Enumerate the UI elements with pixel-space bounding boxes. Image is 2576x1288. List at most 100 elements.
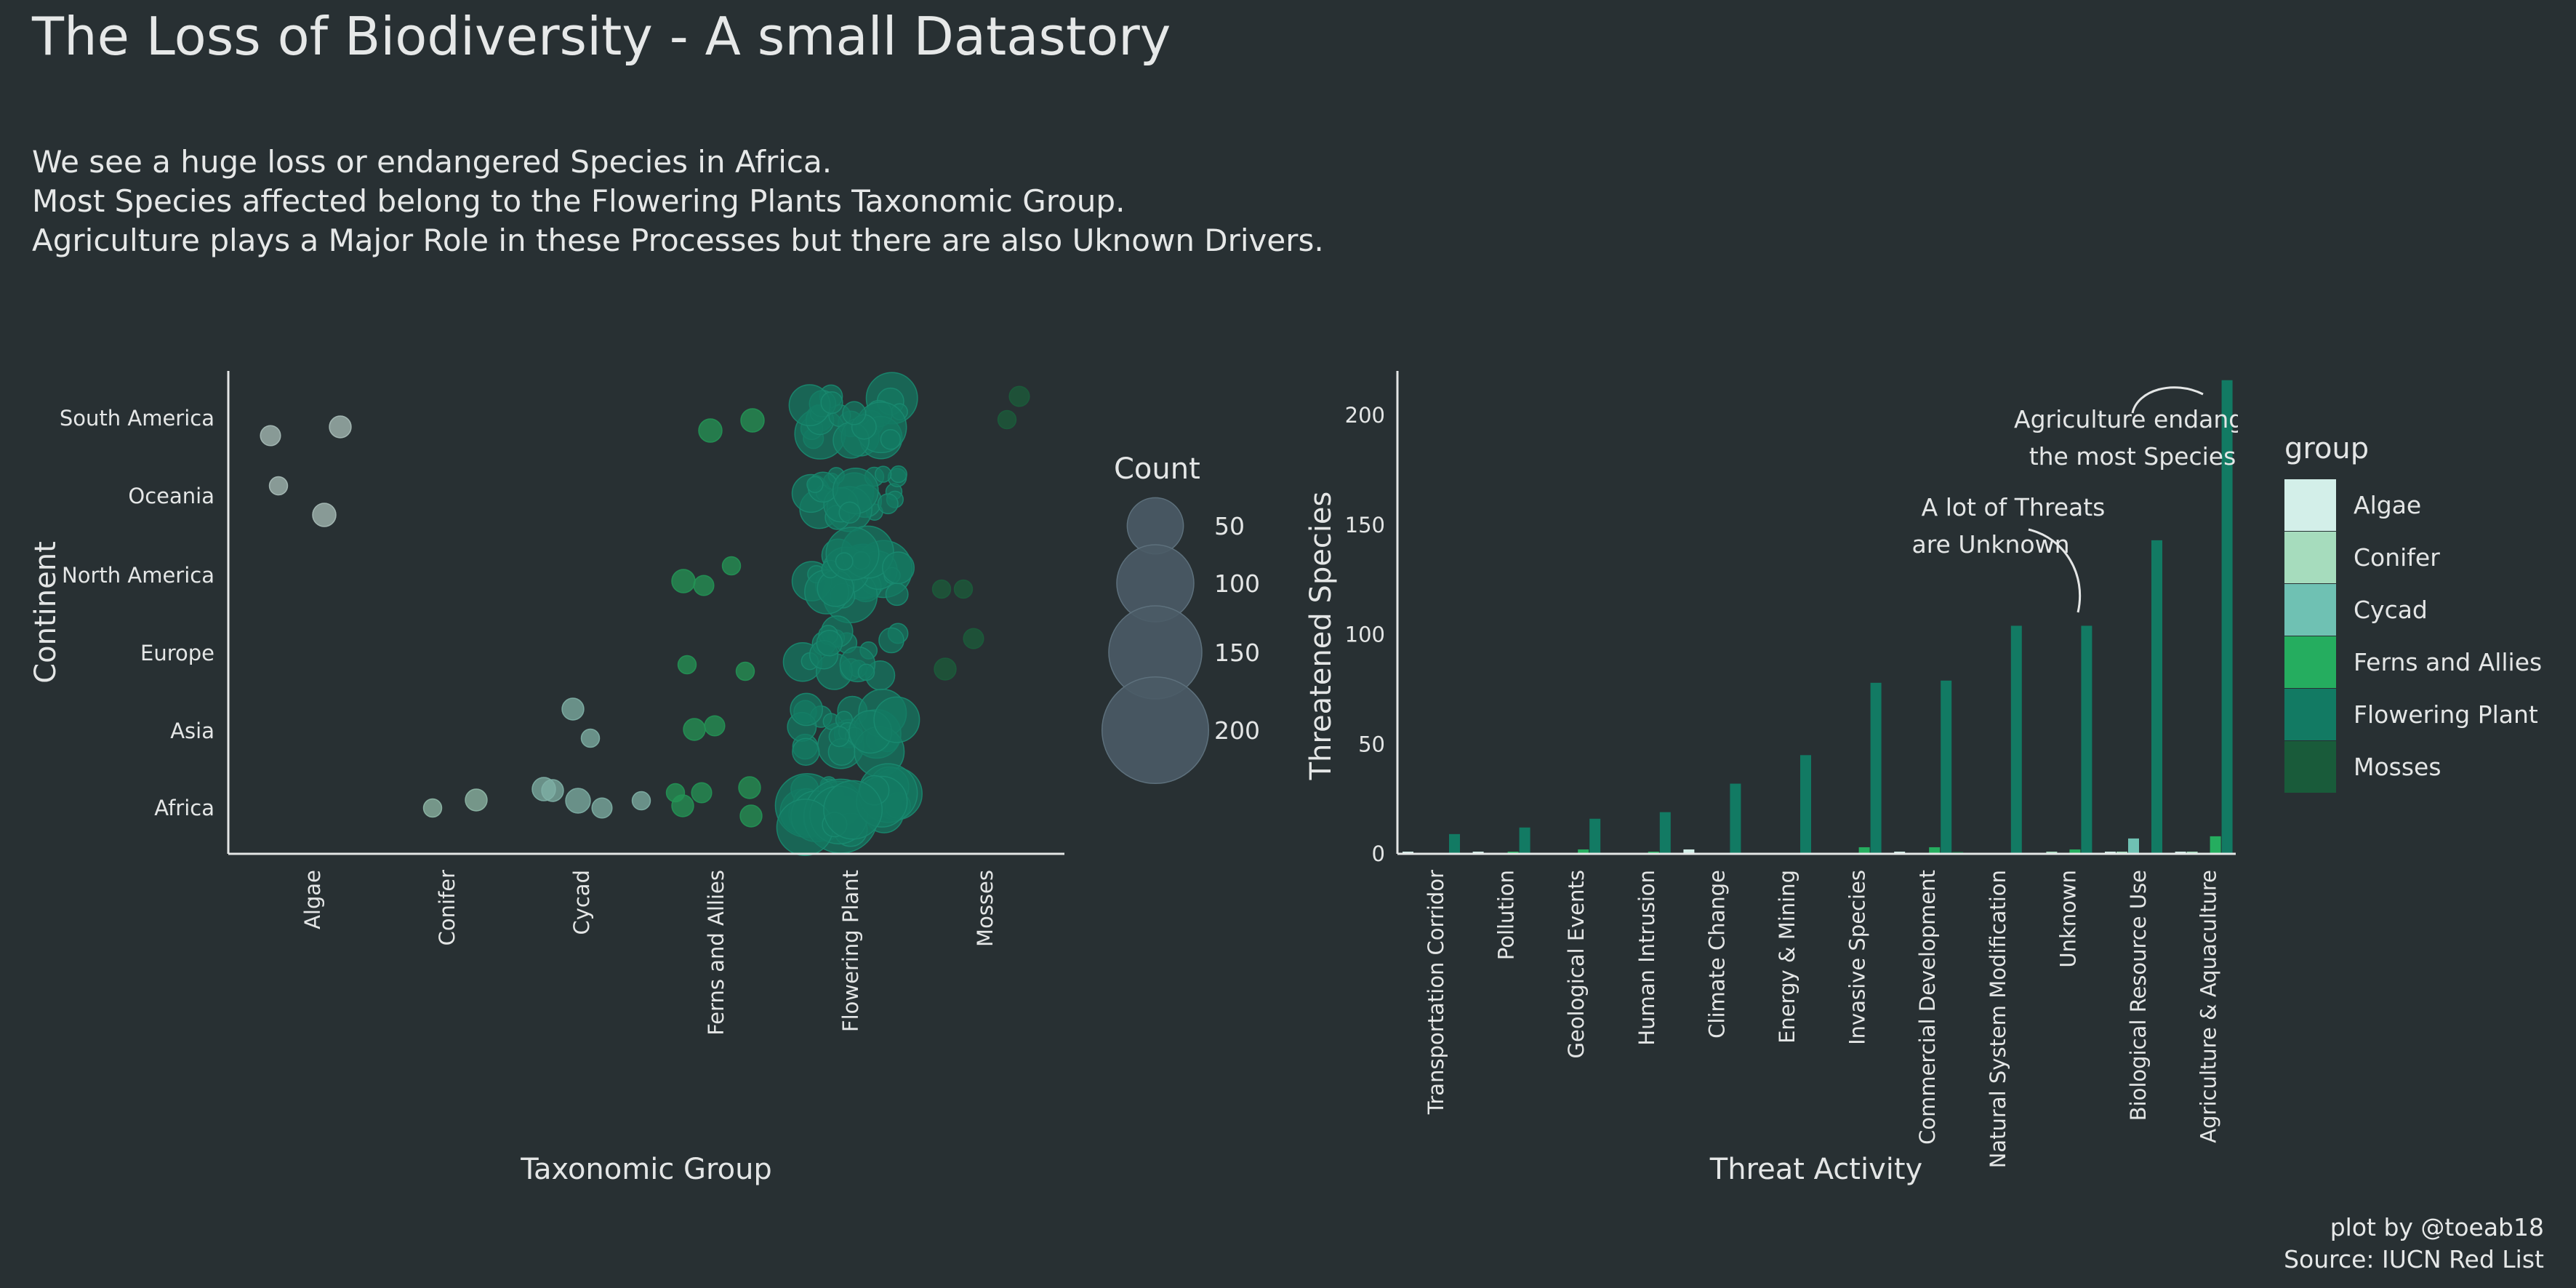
group-legend-swatch xyxy=(2284,532,2336,583)
bubble-point xyxy=(268,476,289,496)
subtitle: We see a huge loss or endangered Species… xyxy=(32,143,1324,260)
group-legend-label: Mosses xyxy=(2354,753,2441,781)
bar-y-tick-label: 100 xyxy=(1345,623,1385,647)
bar-flowering-plant xyxy=(2081,625,2093,854)
group-legend-label: Flowering Plant xyxy=(2354,700,2538,729)
bar-y-tick-label: 200 xyxy=(1345,403,1385,428)
bar-algae xyxy=(2175,851,2186,854)
annotation-agriculture-arrow xyxy=(2131,386,2204,414)
bar-x-tick-label: Commercial Development xyxy=(1915,870,1940,1145)
size-legend-label: 150 xyxy=(1214,639,1260,667)
scatter-y-tick-label: Oceania xyxy=(128,484,214,508)
scatter-x-tick-label: Algae xyxy=(300,870,325,929)
annotation-unknown-line-1: A lot of Threats xyxy=(1922,493,2106,521)
size-legend-label: 200 xyxy=(1214,716,1260,745)
bar-ferns-and-allies xyxy=(1858,847,1870,854)
bar-algae xyxy=(2105,851,2116,854)
bubble-point xyxy=(878,627,904,654)
bubble-point xyxy=(885,583,909,607)
bubble-point xyxy=(739,804,763,828)
bubble-point xyxy=(704,715,726,737)
bubble-point xyxy=(465,788,488,812)
scatter-x-tick-label: Cycad xyxy=(569,870,594,935)
bubble-point xyxy=(882,551,915,585)
bar-x-tick-labels: Transportation Corridor Pollution Geologic… xyxy=(1424,870,2221,1168)
bar-x-tick-label: Human Intrusion xyxy=(1634,870,1659,1046)
group-legend-swatch xyxy=(2284,479,2336,531)
annotation-unknown-arrow xyxy=(2028,528,2082,613)
bubble-point xyxy=(838,501,861,524)
bar-conifer xyxy=(2116,851,2127,854)
bubble-point xyxy=(889,465,907,484)
bubble-point xyxy=(260,425,281,447)
bar-x-tick-label: Geological Events xyxy=(1564,870,1589,1059)
bar-flowering-plant xyxy=(1659,812,1671,854)
bar-x-tick-label: Transportation Corridor xyxy=(1424,870,1448,1115)
bubble-point xyxy=(698,418,723,443)
bubble-point xyxy=(873,696,920,743)
scatter-y-tick-label: Africa xyxy=(154,796,214,820)
group-legend-swatch xyxy=(2284,636,2336,688)
bubble-point xyxy=(953,579,974,599)
bubble-point xyxy=(329,415,352,439)
bubble-point xyxy=(691,782,713,804)
size-legend: Count 50 100 150 200 xyxy=(1101,452,1260,785)
bubble-point xyxy=(963,628,984,649)
scatter-x-tick-label: Flowering Plant xyxy=(838,870,863,1032)
size-legend-title: Count xyxy=(1114,452,1200,486)
bar-flowering-plant xyxy=(1730,783,1741,854)
bubble-point xyxy=(997,409,1017,430)
bar-ferns-and-allies xyxy=(1648,851,1659,854)
bubble-point xyxy=(591,797,613,819)
bar-flowering-plant xyxy=(1941,680,1952,854)
bar-y-tick-labels: 0 50 100 150 200 xyxy=(1345,403,1385,866)
bar-flowering-plant xyxy=(1589,818,1601,854)
bubble-point xyxy=(740,408,765,433)
bubble-point xyxy=(693,575,715,596)
bubble-point xyxy=(735,661,755,681)
bubble-point xyxy=(541,779,564,802)
bubble-point xyxy=(1008,385,1030,407)
scatter-points xyxy=(260,372,1030,856)
subtitle-line-3: Agriculture plays a Major Role in these … xyxy=(32,223,1324,258)
bubble-point xyxy=(677,655,697,675)
scatter-y-tick-label: Europe xyxy=(140,641,214,665)
bar-flowering-plant xyxy=(1870,682,1882,854)
group-legend-label: Conifer xyxy=(2354,543,2440,572)
bar-ferns-and-allies xyxy=(1929,847,1941,854)
bubble-point xyxy=(792,737,820,766)
bar-flowering-plant xyxy=(2010,625,2022,854)
bar-conifer xyxy=(2186,851,2198,854)
bubble-point xyxy=(738,776,761,799)
bubble-point xyxy=(565,788,591,814)
bubble-point xyxy=(790,692,823,727)
bar-x-tick-label: Climate Change xyxy=(1704,870,1729,1039)
bar-x-tick-label: Agriculture & Aquaculture xyxy=(2196,870,2221,1143)
scatter-x-tick-label: Conifer xyxy=(435,870,460,945)
bubble-point xyxy=(422,798,443,818)
annotation-agriculture-line-2: the most Species xyxy=(2029,442,2236,471)
bar-flowering-plant xyxy=(1449,833,1460,854)
group-legend-title: group xyxy=(2284,432,2369,465)
bar-ferns-and-allies xyxy=(2210,836,2221,854)
scatter-x-tick-labels: Algae Conifer Cycad Ferns and Allies Floweri… xyxy=(300,870,998,1036)
bar-ferns-and-allies xyxy=(1578,849,1589,854)
scatter-y-tick-labels: Africa Asia Europe North America Oceania Sout… xyxy=(60,406,214,820)
group-legend-label: Cycad xyxy=(2354,596,2428,624)
subtitle-line-2: Most Species affected belong to the Flow… xyxy=(32,183,1126,219)
bar-chart: Threatened Species Threat Activity 0 50 10… xyxy=(1304,371,2542,1186)
scatter-chart: Continent Taxonomic Group Africa Asia Euro… xyxy=(29,371,1260,1186)
bubble-point xyxy=(561,697,585,721)
bar-mosses xyxy=(1952,851,1964,854)
caption: plot by @toeab18 Source: IUCN Red List xyxy=(2284,1212,2544,1276)
size-legend-circle xyxy=(1101,676,1210,785)
bar-flowering-plant xyxy=(1519,827,1530,854)
scatter-x-axis-title: Taxonomic Group xyxy=(520,1153,772,1186)
bar-ferns-and-allies xyxy=(1507,851,1519,854)
bar-algae xyxy=(1403,851,1413,854)
bar-conifer xyxy=(2046,851,2058,854)
bubble-point xyxy=(880,429,902,450)
size-legend-label: 50 xyxy=(1214,512,1245,540)
subtitle-line-1: We see a huge loss or endangered Species… xyxy=(32,144,832,180)
